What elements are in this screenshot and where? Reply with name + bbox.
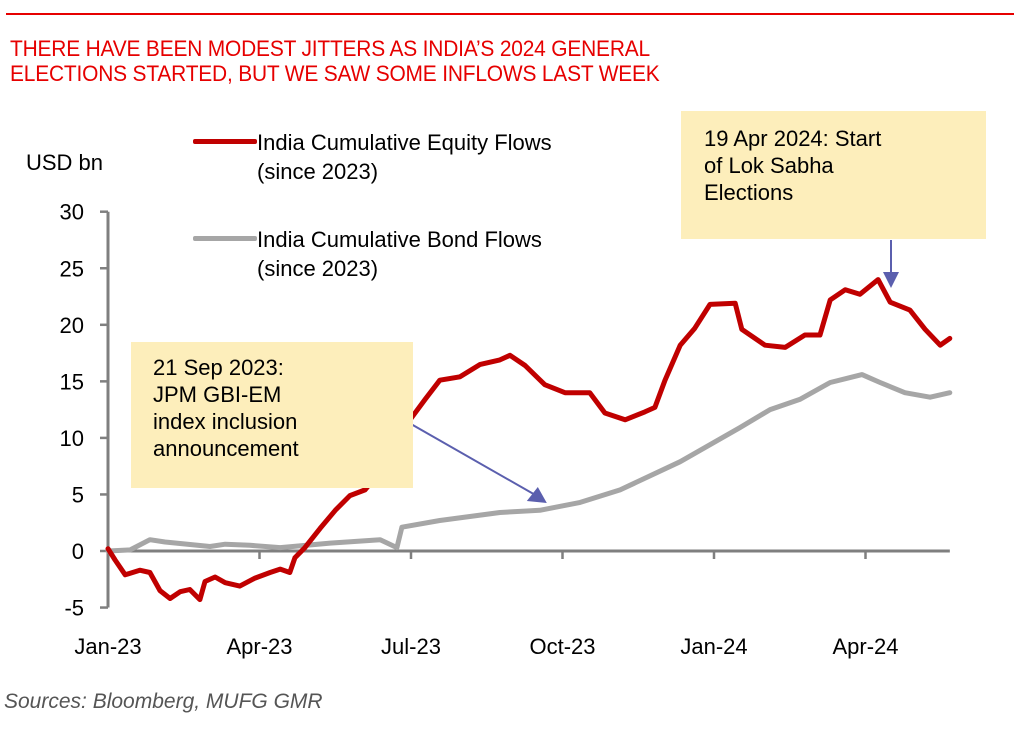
- chart-title-line-2: ELECTIONS STARTED, BUT WE SAW SOME INFLO…: [10, 61, 660, 86]
- series-group: [105, 277, 953, 603]
- legend-swatch-equity: [193, 139, 257, 144]
- chart-title: THERE HAVE BEEN MODEST JITTERS AS INDIA’…: [10, 36, 660, 86]
- y-tick-label: 25: [60, 256, 84, 281]
- y-tick-label: 0: [72, 539, 84, 564]
- x-tick-label: Apr-24: [832, 634, 898, 659]
- chart-title-line-1: THERE HAVE BEEN MODEST JITTERS AS INDIA’…: [10, 36, 650, 61]
- y-axis-unit-label: USD bn: [26, 150, 104, 175]
- annotation-arrowhead-lok-sabha: [883, 272, 899, 288]
- y-tick-label: 30: [60, 200, 84, 225]
- legend-label-bond: India Cumulative Bond Flows (since 2023): [257, 227, 542, 281]
- annotation-arrow-gbi-em: [410, 423, 540, 498]
- legend-swatch-bond: [193, 236, 257, 241]
- y-tick-label: 10: [60, 426, 84, 451]
- annotation-arrows: [410, 240, 899, 503]
- annotation-lok-sabha: 19 Apr 2024: Start of Lok Sabha Election…: [681, 111, 986, 239]
- source-note: Sources: Bloomberg, MUFG GMR: [4, 690, 323, 713]
- series-line-bond: [105, 372, 953, 554]
- annotation-arrowhead-gbi-em: [526, 487, 547, 503]
- axes: -5 0 5 10 15 20 25 30 Jan-23 Apr-23 Jul-23 Oct-23 Ja…: [60, 200, 950, 659]
- x-tick-label: Apr-23: [226, 634, 292, 659]
- legend-item-bond: India Cumulative Bond Flows (since 2023): [193, 225, 657, 283]
- annotation-gbi-em: 21 Sep 2023: JPM GBI-EM index inclusion …: [131, 342, 413, 488]
- y-tick-label: 15: [60, 369, 84, 394]
- y-tick-label: 20: [60, 313, 84, 338]
- x-tick-label: Oct-23: [529, 634, 595, 659]
- y-tick-label: -5: [64, 596, 84, 621]
- series-line-equity: [105, 277, 953, 603]
- header-rule: [6, 13, 1014, 15]
- y-tick-label: 5: [72, 482, 84, 507]
- x-tick-label: Jul-23: [381, 634, 441, 659]
- legend-item-equity: India Cumulative Equity Flows (since 202…: [193, 128, 657, 186]
- x-tick-label: Jan-24: [680, 634, 747, 659]
- legend-label-equity: India Cumulative Equity Flows (since 202…: [257, 130, 552, 184]
- x-tick-label: Jan-23: [74, 634, 141, 659]
